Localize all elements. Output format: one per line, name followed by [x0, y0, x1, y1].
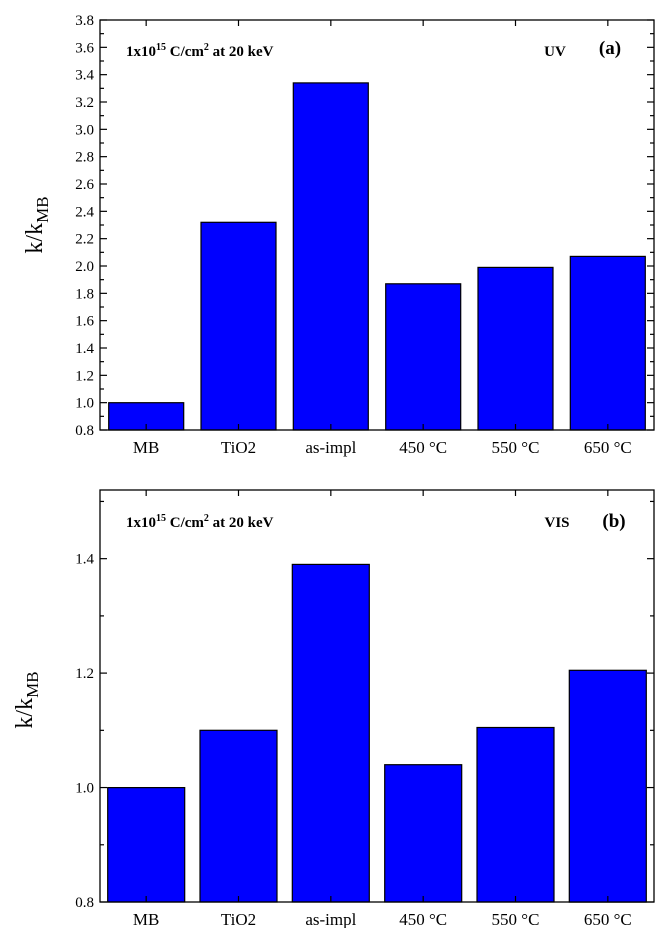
y-tick-label-0: 0.8	[75, 895, 94, 911]
y-tick-label-11: 3.0	[75, 122, 94, 138]
bar-3	[384, 764, 463, 903]
y-tick-label-10: 2.8	[75, 150, 94, 166]
y-axis-label: k/kMB	[22, 196, 52, 253]
bar-2	[291, 563, 370, 903]
y-tick-label-4: 1.6	[75, 314, 94, 330]
y-tick-label-0: 0.8	[75, 423, 94, 439]
x-category-label-3: 450 °C	[399, 438, 447, 457]
y-tick-label-3: 1.4	[75, 552, 94, 568]
y-tick-label-1: 1.0	[75, 781, 94, 797]
y-tick-label-2: 1.2	[75, 368, 94, 384]
bar-5	[568, 669, 647, 903]
x-category-label-4: 550 °C	[492, 438, 540, 457]
x-category-label-2: as-impl	[305, 910, 356, 928]
y-tick-label-2: 1.2	[75, 666, 94, 682]
bar-5	[569, 255, 646, 431]
y-tick-label-6: 2.0	[75, 259, 94, 275]
bar-4	[476, 726, 555, 903]
bar-0	[107, 786, 186, 903]
x-category-label-5: 650 °C	[584, 910, 632, 928]
bar-3	[385, 283, 462, 431]
y-tick-label-12: 3.2	[75, 95, 94, 111]
y-tick-label-7: 2.2	[75, 232, 94, 248]
chart-panel-b: 0.8 1.0 1.2 1.4 MB TiO2 as-impl 450 °C 550 °C 650…	[12, 489, 655, 928]
y-tick-label-5: 1.8	[75, 286, 94, 302]
y-tick-label-3: 1.4	[75, 341, 94, 357]
bar-4	[477, 266, 554, 431]
panel-tag: (a)	[599, 38, 621, 59]
plot-frame	[99, 489, 655, 903]
x-category-label-3: 450 °C	[399, 910, 447, 928]
chart-panel-a: 0.8 1.0 1.2 1.4 1.6 1.8 2.0 2.2 2.4 2.6 2.8 3.0 3.2 3…	[22, 13, 655, 457]
dose-annotation: 1x1015 C/cm2 at 20 keV	[126, 42, 274, 60]
y-tick-label-1: 1.0	[75, 396, 94, 412]
panel-tag: (b)	[602, 511, 625, 532]
bar-2	[292, 82, 369, 431]
dose-annotation: 1x1015 C/cm2 at 20 keV	[126, 513, 274, 531]
y-axis-label: k/kMB	[12, 671, 42, 728]
bar-1	[199, 729, 278, 903]
y-tick-label-15: 3.8	[75, 13, 94, 29]
bar-1	[200, 221, 277, 431]
y-tick-label-14: 3.6	[75, 40, 94, 56]
y-tick-label-9: 2.6	[75, 177, 94, 193]
x-category-label-5: 650 °C	[584, 438, 632, 457]
x-category-label-2: as-impl	[305, 438, 356, 457]
light-source-label: VIS	[544, 515, 569, 531]
y-tick-label-8: 2.4	[75, 204, 94, 220]
y-tick-label-13: 3.4	[75, 68, 94, 84]
x-category-label-1: TiO2	[221, 910, 256, 928]
light-source-label: UV	[544, 44, 566, 60]
x-category-label-1: TiO2	[221, 438, 256, 457]
x-category-label-0: MB	[133, 910, 159, 928]
x-category-label-0: MB	[133, 438, 159, 457]
x-category-label-4: 550 °C	[492, 910, 540, 928]
